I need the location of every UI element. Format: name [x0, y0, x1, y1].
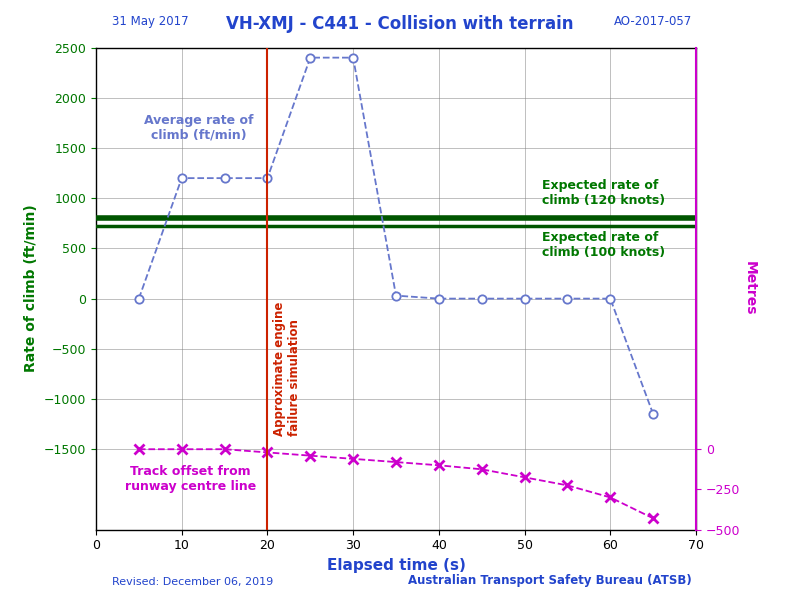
Text: AO-2017-057: AO-2017-057	[614, 15, 692, 28]
Text: Approximate engine
failure simulation: Approximate engine failure simulation	[273, 302, 301, 436]
Text: Track offset from
runway centre line: Track offset from runway centre line	[125, 465, 256, 493]
Text: VH-XMJ - C441 - Collision with terrain: VH-XMJ - C441 - Collision with terrain	[226, 15, 574, 33]
Text: 31 May 2017: 31 May 2017	[112, 15, 189, 28]
Text: Australian Transport Safety Bureau (ATSB): Australian Transport Safety Bureau (ATSB…	[408, 574, 692, 587]
Text: Expected rate of
climb (100 knots): Expected rate of climb (100 knots)	[542, 231, 665, 259]
Y-axis label: Metres: Metres	[743, 261, 757, 316]
Text: Revised: December 06, 2019: Revised: December 06, 2019	[112, 577, 274, 587]
Text: Average rate of
climb (ft/min): Average rate of climb (ft/min)	[144, 114, 254, 142]
X-axis label: Elapsed time (s): Elapsed time (s)	[326, 558, 466, 573]
Text: Expected rate of
climb (120 knots): Expected rate of climb (120 knots)	[542, 179, 665, 207]
Y-axis label: Rate of climb (ft/min): Rate of climb (ft/min)	[24, 205, 38, 372]
